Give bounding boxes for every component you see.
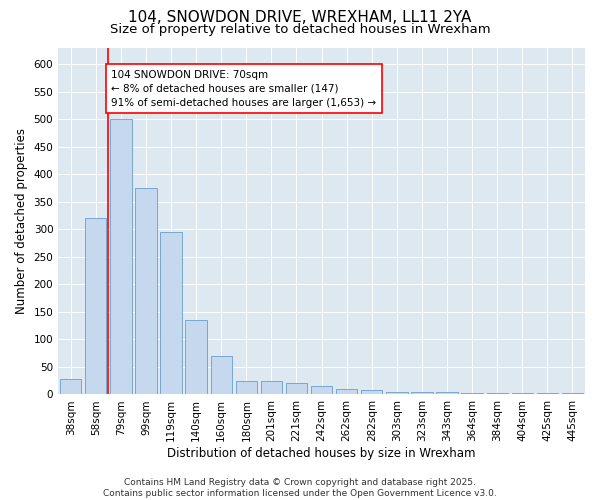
- Bar: [386, 392, 407, 394]
- Bar: [236, 380, 257, 394]
- Bar: [185, 320, 207, 394]
- Bar: [85, 218, 106, 394]
- Bar: [110, 119, 131, 394]
- Bar: [261, 380, 282, 394]
- Bar: [361, 390, 382, 394]
- Text: Size of property relative to detached houses in Wrexham: Size of property relative to detached ho…: [110, 22, 490, 36]
- Text: 104, SNOWDON DRIVE, WREXHAM, LL11 2YA: 104, SNOWDON DRIVE, WREXHAM, LL11 2YA: [128, 10, 472, 25]
- Bar: [160, 232, 182, 394]
- Y-axis label: Number of detached properties: Number of detached properties: [15, 128, 28, 314]
- Bar: [286, 384, 307, 394]
- Bar: [211, 356, 232, 395]
- Text: 104 SNOWDON DRIVE: 70sqm
← 8% of detached houses are smaller (147)
91% of semi-d: 104 SNOWDON DRIVE: 70sqm ← 8% of detache…: [112, 70, 376, 108]
- Bar: [336, 389, 358, 394]
- Text: Contains HM Land Registry data © Crown copyright and database right 2025.
Contai: Contains HM Land Registry data © Crown c…: [103, 478, 497, 498]
- Bar: [136, 188, 157, 394]
- X-axis label: Distribution of detached houses by size in Wrexham: Distribution of detached houses by size …: [167, 447, 476, 460]
- Bar: [411, 392, 433, 394]
- Bar: [60, 379, 82, 394]
- Bar: [436, 392, 458, 394]
- Bar: [311, 386, 332, 394]
